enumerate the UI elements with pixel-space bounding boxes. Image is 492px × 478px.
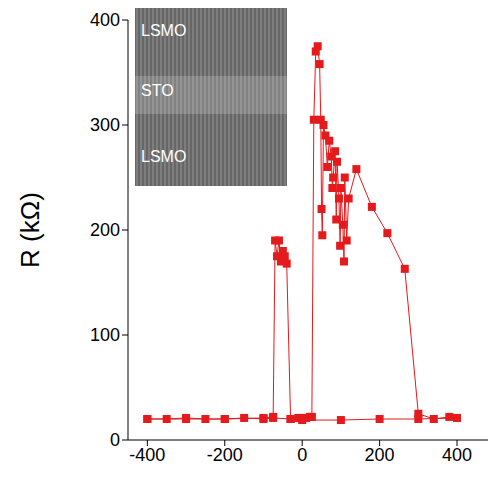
svg-text:100: 100 <box>90 325 120 345</box>
svg-text:400: 400 <box>442 445 472 465</box>
svg-text:200: 200 <box>90 220 120 240</box>
html-text:LSMO: LSMO <box>141 22 187 39</box>
html-text:STO: STO <box>141 82 174 99</box>
svg-text:300: 300 <box>90 115 120 135</box>
svg-text:-400: -400 <box>129 445 165 465</box>
svg-text:200: 200 <box>365 445 395 465</box>
html-text:LSMO: LSMO <box>141 148 187 165</box>
svg-text:-200: -200 <box>207 445 243 465</box>
svg-text:0: 0 <box>297 445 307 465</box>
svg-text:R (kΩ): R (kΩ) <box>15 192 45 268</box>
svg-text:0: 0 <box>110 430 120 450</box>
svg-text:400: 400 <box>90 10 120 30</box>
